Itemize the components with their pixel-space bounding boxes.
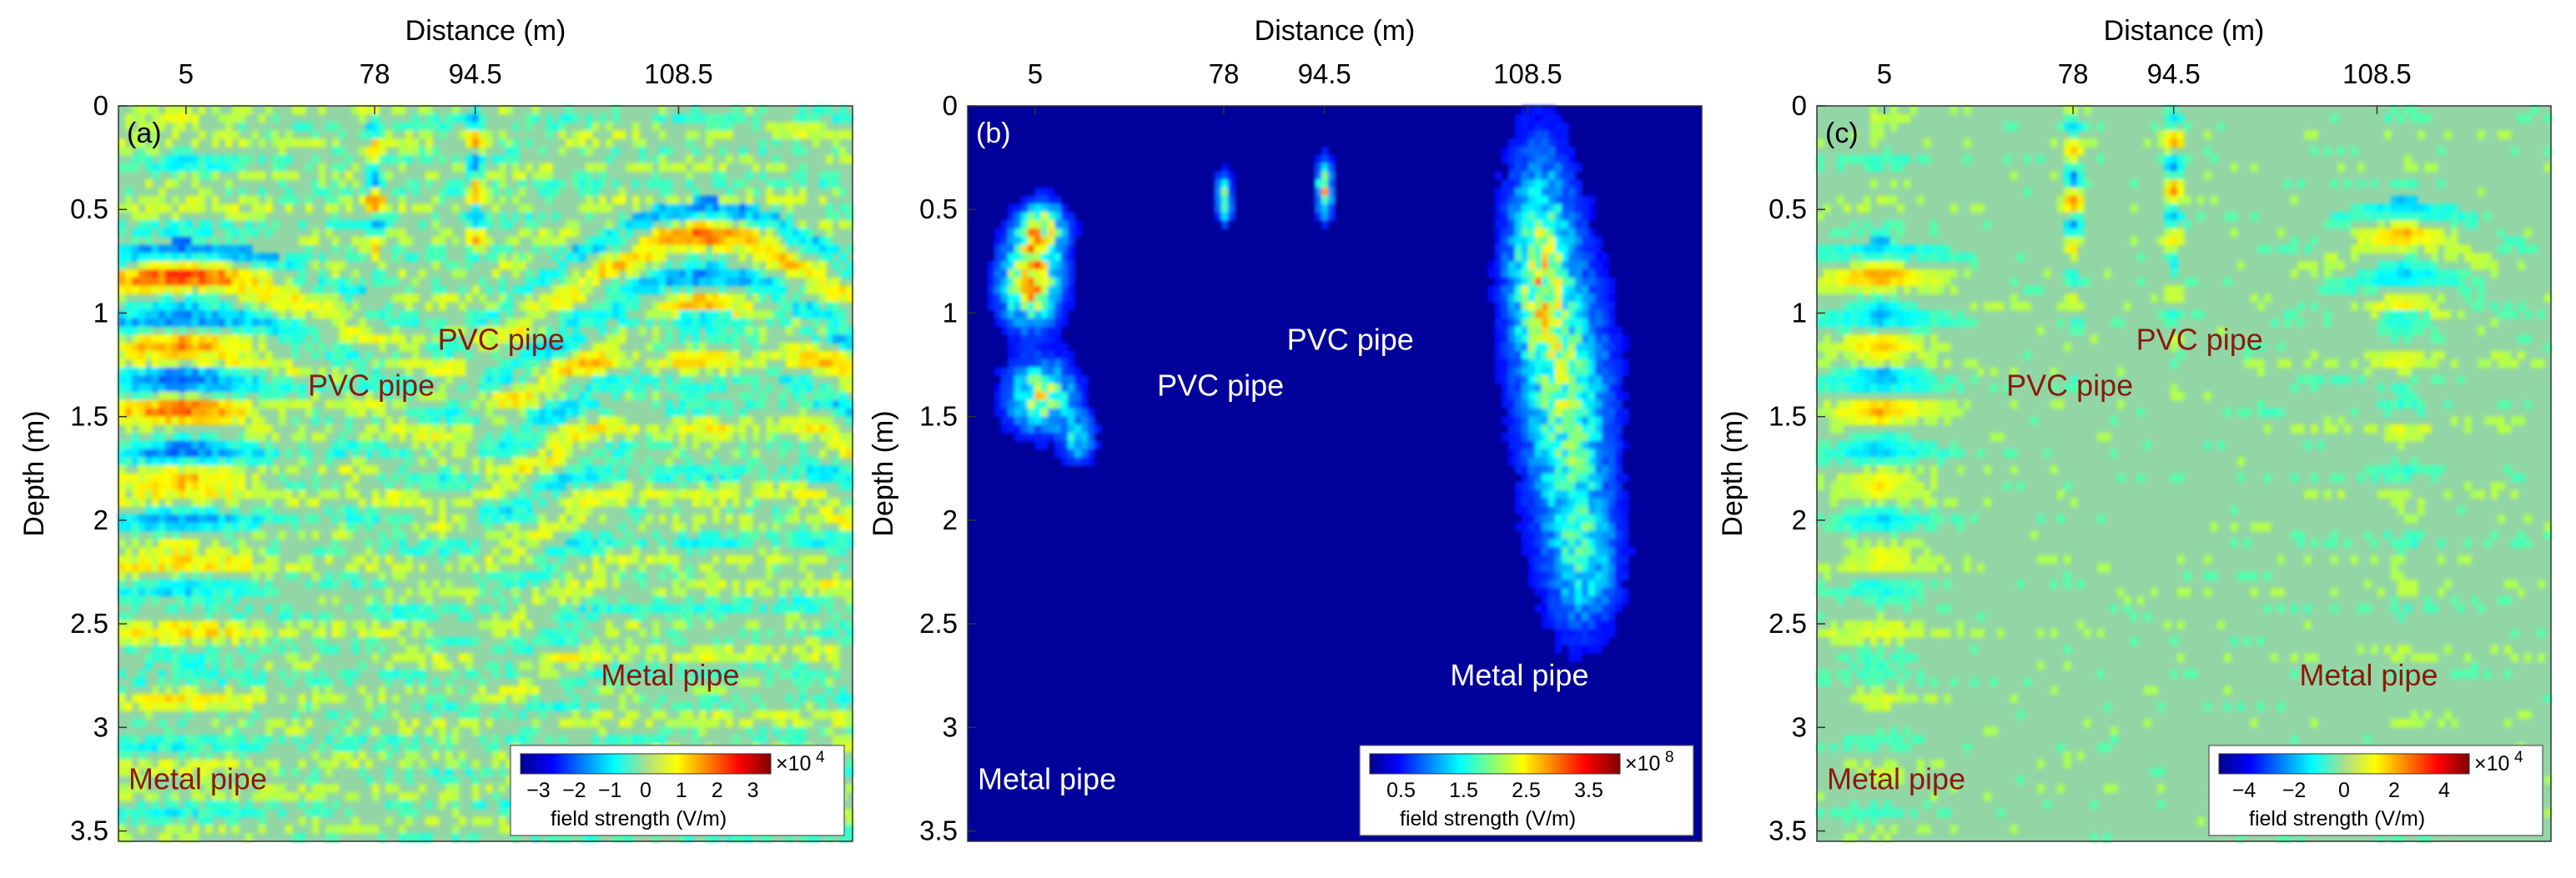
y-tick-label: 3.5 (919, 815, 958, 846)
colorbar-tick-label: −4 (2232, 779, 2257, 802)
colorbar-label: field strength (V/m) (1400, 807, 1576, 830)
annotation-label: PVC pipe (1157, 368, 1284, 402)
y-tick-label: 3.5 (1768, 815, 1807, 846)
colorbar (521, 754, 771, 774)
y-tick-label: 3 (1792, 711, 1807, 742)
y-tick-label: 2.5 (1768, 608, 1807, 639)
y-tick-label: 2 (943, 504, 958, 535)
colorbar-tick-label: 2.5 (1512, 779, 1541, 802)
annotation-label: PVC pipe (2136, 323, 2263, 357)
y-tick-label: 3 (93, 711, 108, 742)
x-tick-label: 78 (2058, 58, 2089, 89)
x-tick-label: 94.5 (2147, 58, 2201, 89)
annotation-label: Metal pipe (978, 761, 1116, 795)
colorbar-tick-label: 2 (712, 779, 723, 802)
x-tick-label: 108.5 (644, 58, 713, 89)
x-tick-label: 94.5 (1298, 58, 1351, 89)
x-tick-label: 78 (1209, 58, 1240, 89)
y-tick-label: 0 (1792, 90, 1807, 121)
x-tick-label: 5 (179, 58, 194, 89)
x-axis-title: Distance (m) (405, 15, 566, 47)
y-axis-title: Depth (m) (868, 410, 899, 536)
colorbar-label: field strength (V/m) (551, 807, 727, 830)
y-tick-label: 1.5 (919, 401, 958, 432)
colorbar-tick-label: −3 (526, 779, 551, 802)
colorbar (2219, 754, 2469, 774)
y-tick-label: 0 (943, 90, 958, 121)
y-tick-label: 0 (93, 90, 108, 121)
colorbar-tick-label: 1.5 (1449, 779, 1478, 802)
panel-2: (c) Distance (m) 5 78 94.5 108.5 Depth (m) 0 0.5… (1717, 15, 2552, 846)
annotation-label: Metal pipe (1450, 658, 1588, 692)
y-tick-label: 3.5 (70, 815, 108, 846)
colorbar-tick-label: −2 (2282, 779, 2307, 802)
colorbar-tick-label: 0.5 (1386, 779, 1416, 802)
y-tick-label: 3 (943, 711, 958, 742)
y-tick-label: 1 (943, 297, 958, 328)
y-tick-label: 2.5 (70, 608, 108, 639)
annotation-label: Metal pipe (1827, 761, 1965, 795)
annotation-label: PVC pipe (438, 323, 565, 357)
annotation-label: PVC pipe (308, 368, 435, 402)
panel-0: (a) Distance (m) 5 78 94.5 108.5 Depth (m) 0 0.5… (18, 15, 853, 846)
y-tick-label: 1.5 (1768, 401, 1807, 432)
y-axis-title: Depth (m) (1717, 410, 1748, 536)
x-axis-title: Distance (m) (2104, 15, 2265, 47)
annotation-label: PVC pipe (2006, 368, 2133, 402)
colorbar-multiplier: ×10 (1625, 752, 1660, 775)
colorbar-tick-label: 1 (676, 779, 687, 802)
x-axis-title: Distance (m) (1255, 15, 1416, 47)
colorbar-multiplier: ×10 (2474, 752, 2509, 775)
y-tick-label: 0.5 (70, 193, 108, 224)
y-tick-label: 0.5 (919, 193, 958, 224)
panel-1: (b) Distance (m) 5 78 94.5 108.5 Depth (m) 0 0.5… (868, 15, 1702, 846)
panel-tag: (b) (976, 118, 1011, 149)
colorbar-tick-label: 0 (2338, 779, 2350, 802)
panel-tag: (a) (127, 118, 162, 149)
y-tick-label: 2 (1792, 504, 1807, 535)
x-tick-label: 108.5 (2342, 58, 2412, 89)
x-tick-label: 5 (1877, 58, 1892, 89)
annotation-label: PVC pipe (1287, 323, 1414, 357)
colorbar-exponent: 4 (2514, 749, 2523, 766)
y-tick-label: 2 (93, 504, 108, 535)
y-tick-label: 0.5 (1768, 193, 1807, 224)
colorbar-tick-label: 4 (2438, 779, 2450, 802)
annotation-label: Metal pipe (128, 761, 267, 795)
colorbar-exponent: 4 (816, 749, 825, 766)
x-tick-label: 108.5 (1493, 58, 1562, 89)
y-tick-label: 1.5 (70, 401, 108, 432)
panel-tag: (c) (1825, 118, 1859, 149)
colorbar-label: field strength (V/m) (2249, 807, 2425, 830)
y-tick-label: 1 (93, 297, 108, 328)
colorbar (1370, 754, 1620, 774)
x-tick-label: 5 (1028, 58, 1043, 89)
colorbar-multiplier: ×10 (776, 752, 811, 775)
colorbar-tick-label: 2 (2388, 779, 2400, 802)
y-axis-title: Depth (m) (18, 410, 50, 536)
y-tick-label: 1 (1792, 297, 1807, 328)
x-tick-label: 94.5 (449, 58, 502, 89)
y-tick-label: 2.5 (919, 608, 958, 639)
colorbar-tick-label: 3.5 (1574, 779, 1603, 802)
annotation-label: Metal pipe (2299, 658, 2438, 692)
colorbar-exponent: 8 (1665, 749, 1674, 766)
x-tick-label: 78 (360, 58, 390, 89)
colorbar-tick-label: 0 (640, 779, 652, 802)
colorbar-tick-label: −1 (598, 779, 622, 802)
colorbar-tick-label: 3 (747, 779, 759, 802)
annotation-label: Metal pipe (601, 658, 739, 692)
colorbar-tick-label: −2 (562, 779, 586, 802)
